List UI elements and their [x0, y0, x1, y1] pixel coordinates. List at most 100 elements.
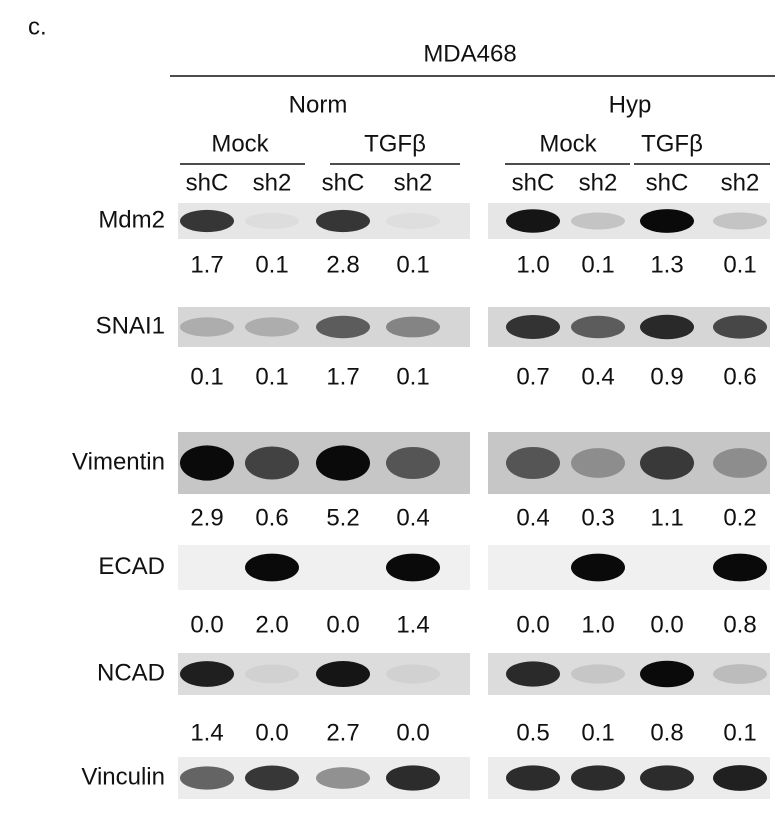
quantification: 0.1	[190, 363, 223, 390]
band	[386, 554, 440, 582]
treatment-label: TGFβ	[641, 130, 703, 157]
row-label: NCAD	[97, 659, 165, 686]
lane-label: shC	[512, 169, 555, 196]
quantification: 0.4	[396, 504, 429, 531]
row-label: Mdm2	[98, 206, 165, 233]
band	[245, 554, 299, 582]
quantification: 1.4	[396, 611, 429, 638]
band	[180, 445, 234, 480]
band	[316, 445, 370, 480]
quantification: 0.1	[396, 363, 429, 390]
band	[180, 766, 234, 789]
band	[571, 664, 625, 683]
condition-label: Norm	[289, 91, 348, 118]
band	[180, 661, 234, 687]
band	[245, 213, 299, 229]
quantification: 0.8	[650, 719, 683, 746]
band	[506, 765, 560, 790]
quantification: 1.4	[190, 719, 223, 746]
band	[245, 766, 299, 791]
lane-label: shC	[646, 169, 689, 196]
lane-label: sh2	[579, 169, 618, 196]
band	[245, 447, 299, 480]
quantification: 0.7	[516, 363, 549, 390]
quantification: 2.8	[326, 251, 359, 278]
band	[180, 210, 234, 232]
band	[713, 212, 767, 229]
quantification: 0.3	[581, 504, 614, 531]
quantification: 0.9	[650, 363, 683, 390]
row-label: SNAI1	[96, 312, 165, 339]
quantification: 2.0	[255, 611, 288, 638]
band	[386, 317, 440, 338]
quantification: 1.7	[190, 251, 223, 278]
quantification: 0.0	[396, 719, 429, 746]
band	[506, 661, 560, 686]
quantification: 0.5	[516, 719, 549, 746]
band	[640, 446, 694, 479]
quantification: 5.2	[326, 504, 359, 531]
row-label: Vimentin	[72, 448, 165, 475]
lane-label: shC	[322, 169, 365, 196]
band	[640, 661, 694, 687]
band	[316, 661, 370, 687]
band	[316, 210, 370, 232]
quantification: 2.9	[190, 504, 223, 531]
quantification: 0.1	[581, 251, 614, 278]
lane-label: sh2	[721, 169, 760, 196]
quantification: 1.0	[581, 611, 614, 638]
quantification: 0.6	[723, 363, 756, 390]
quantification: 0.1	[255, 363, 288, 390]
quantification: 0.0	[190, 611, 223, 638]
band	[713, 554, 767, 582]
band	[386, 447, 440, 479]
cell-line: MDA468	[423, 40, 516, 67]
treatment-label: TGFβ	[364, 130, 426, 157]
band	[506, 315, 560, 339]
band	[571, 448, 625, 478]
quantification: 0.1	[581, 719, 614, 746]
quantification: 0.2	[723, 504, 756, 531]
lane-label: shC	[186, 169, 229, 196]
row-label: ECAD	[98, 553, 165, 580]
band	[640, 209, 694, 233]
quantification: 1.3	[650, 251, 683, 278]
quantification: 2.7	[326, 719, 359, 746]
band	[640, 765, 694, 790]
quantification: 0.0	[255, 719, 288, 746]
band	[316, 767, 370, 789]
lane-label: sh2	[253, 169, 292, 196]
quantification: 1.0	[516, 251, 549, 278]
band	[713, 664, 767, 684]
lane-label: sh2	[394, 169, 433, 196]
quantification: 0.4	[516, 504, 549, 531]
quantification: 0.1	[723, 251, 756, 278]
page: {"panel_label": "c.", "cell_line": "MDA4…	[0, 0, 775, 826]
treatment-label: Mock	[211, 130, 269, 157]
band	[245, 317, 299, 336]
band	[506, 447, 560, 479]
band	[180, 317, 234, 336]
band	[386, 765, 440, 790]
quantification: 0.6	[255, 504, 288, 531]
band	[571, 212, 625, 229]
treatment-label: Mock	[539, 130, 597, 157]
quantification: 0.0	[650, 611, 683, 638]
band	[386, 665, 440, 684]
figure: c. MDA468 Norm Mock shC sh2 TGFβ shC sh2 Hyp Mock s…	[0, 0, 775, 826]
quantification: 0.1	[396, 251, 429, 278]
band	[386, 213, 440, 229]
quantification: 1.7	[326, 363, 359, 390]
panel-label: c.	[28, 13, 47, 40]
band	[506, 209, 560, 232]
band	[640, 315, 694, 339]
band	[316, 316, 370, 338]
quantification: 0.1	[255, 251, 288, 278]
band	[571, 316, 625, 338]
condition-label: Hyp	[609, 91, 652, 118]
quantification: 0.1	[723, 719, 756, 746]
quantification: 0.0	[326, 611, 359, 638]
row-label: Vinculin	[81, 763, 165, 790]
quantification: 0.0	[516, 611, 549, 638]
quantification: 0.8	[723, 611, 756, 638]
